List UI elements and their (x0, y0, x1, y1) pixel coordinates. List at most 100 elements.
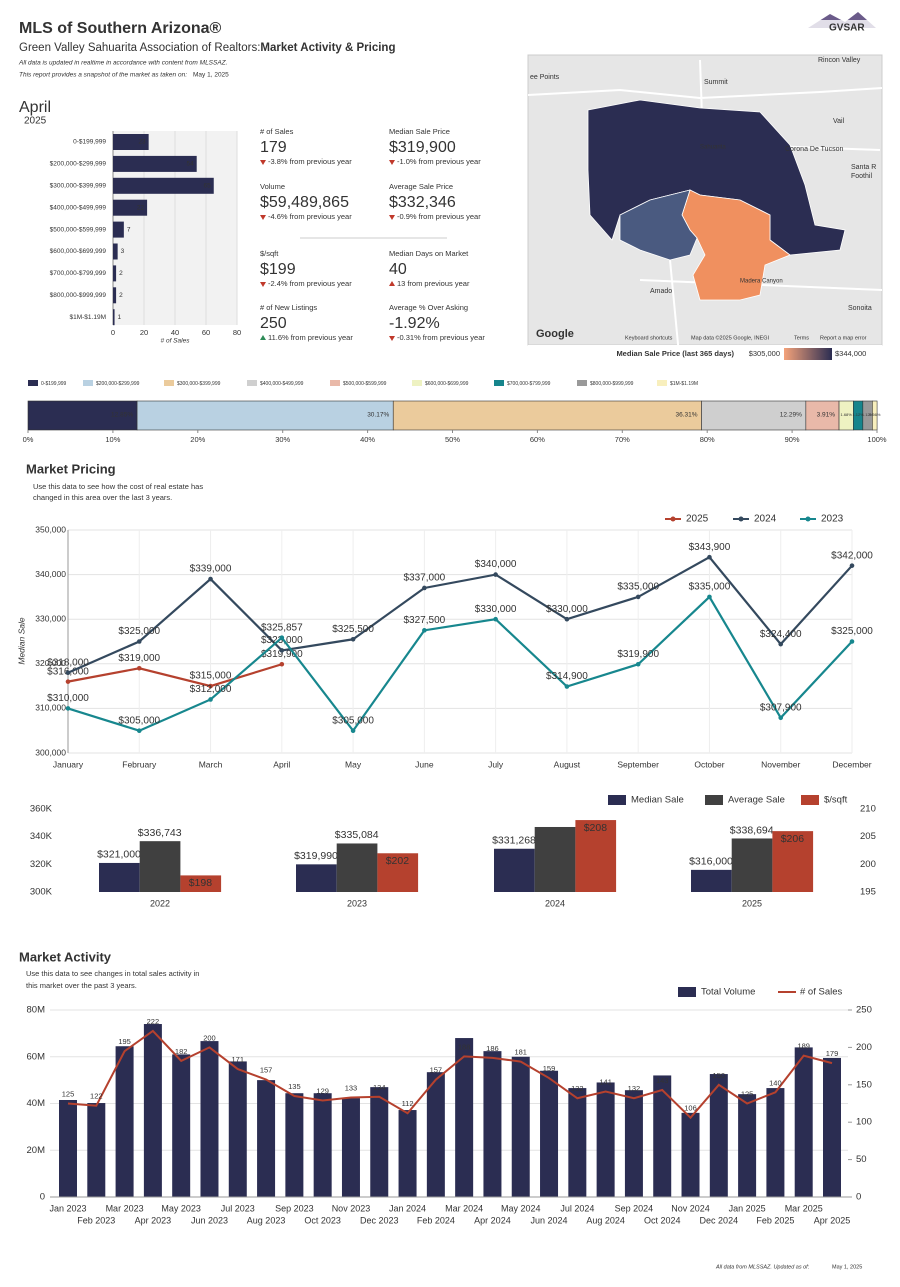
y-tick-label: 350,000 (35, 524, 66, 534)
data-label: 133 (345, 1084, 358, 1093)
x-tick-label: July (488, 759, 504, 769)
y-tick-label: 340,000 (35, 569, 66, 579)
x-tick-label: Aug 2023 (247, 1215, 286, 1225)
point (635, 594, 641, 600)
bar (624, 1090, 643, 1197)
data-label: $206 (781, 833, 805, 845)
subtitle: Green Valley Sahuarita Association of Re… (19, 42, 260, 54)
data-label: 0.56% (869, 412, 881, 417)
bar (426, 1072, 445, 1197)
section-desc: Use this data to see how the cost of rea… (33, 482, 203, 491)
logo: GVSAR (800, 12, 876, 34)
x-tick-label: March (199, 759, 223, 769)
x-tick-label: Jul 2023 (221, 1203, 255, 1213)
stat-suffix: from previous year (423, 333, 486, 342)
data-label: 222 (147, 1017, 160, 1026)
bar (257, 1080, 276, 1197)
x-tick-label: 0 (111, 328, 115, 337)
data-label: 125 (62, 1089, 75, 1098)
data-label: $305,000 (118, 715, 160, 726)
x-tick-label: Dec 2023 (360, 1215, 399, 1225)
stat-change: -2.4% (268, 279, 288, 288)
stat-label: Median Days on Market (389, 249, 469, 258)
x-tick-label: Mar 2024 (445, 1203, 483, 1213)
series-line (67, 663, 283, 688)
data-label: 188 (458, 1042, 471, 1051)
data-label: $339,000 (190, 564, 232, 575)
y2-tick-label: 205 (860, 831, 876, 842)
x-axis-label: # of Sales (161, 338, 191, 345)
legend-swatch (83, 380, 93, 386)
x-tick-label: Apr 2024 (474, 1215, 511, 1225)
point (707, 554, 712, 560)
bar (113, 309, 115, 326)
y-tick-label: 300,000 (35, 747, 66, 757)
bar (709, 1074, 728, 1197)
y-tick-label: 320K (30, 859, 53, 870)
bar (511, 1056, 530, 1197)
data-label: 106 (684, 1104, 697, 1113)
data-label: $319,900 (617, 649, 659, 660)
map-label: Rincon Valley (818, 57, 861, 64)
legend-swatch (412, 380, 422, 386)
map: ee Points Summit Rincon Valley Vail Coro… (527, 54, 883, 366)
x-tick-label: Apr 2023 (135, 1215, 172, 1225)
y-tick-label: 20M (27, 1145, 46, 1156)
stat-change: 13 (397, 279, 405, 288)
data-label: 23 (138, 139, 146, 146)
x-tick-label: April (273, 759, 290, 769)
bar (731, 838, 773, 892)
bar (113, 265, 117, 282)
data-label: $343,900 (689, 542, 731, 553)
logo-text: GVSAR (829, 23, 865, 34)
data-label: 3.91% (817, 412, 836, 419)
map-label: Sahuarita (700, 145, 726, 151)
stat-suffix: from previous year (291, 333, 354, 342)
bar (568, 1088, 587, 1197)
y-tick-label: $800,000-$999,999 (50, 292, 107, 299)
bar (681, 1112, 700, 1197)
stat-arrow (260, 335, 266, 340)
data-label: 159 (543, 1064, 556, 1073)
stat-label: Average Sale Price (389, 182, 453, 191)
section-desc: Use this data to see changes in total sa… (26, 969, 199, 978)
legend-label: $400,000-$499,999 (260, 381, 304, 387)
map-footer: Terms (794, 335, 809, 341)
bar (575, 820, 617, 892)
stat-arrow (389, 215, 395, 220)
legend-swatch (705, 795, 723, 805)
point (778, 641, 784, 647)
data-label: 141 (599, 1078, 612, 1087)
map-label: Vail (833, 118, 845, 125)
data-label: $335,000 (689, 582, 731, 593)
stat-suffix: from previous year (290, 279, 353, 288)
stat-value: $319,900 (389, 139, 456, 156)
x-tick-label: Jan 2024 (389, 1203, 426, 1213)
stat-arrow (260, 160, 266, 165)
data-label: 54 (186, 161, 194, 168)
x-tick-label: 40% (360, 435, 375, 444)
point (849, 563, 855, 568)
map-label: ee Points (530, 74, 560, 81)
data-label: $327,500 (404, 615, 446, 626)
x-tick-label: Mar 2023 (106, 1203, 144, 1213)
bar (113, 199, 148, 216)
data-label: 143 (656, 1076, 669, 1085)
map-footer: Report a map error (820, 335, 867, 341)
point (136, 639, 142, 644)
data-label: 134 (373, 1083, 386, 1092)
bar (540, 1070, 559, 1197)
bar (143, 1024, 162, 1197)
x-tick-label: May 2024 (501, 1203, 541, 1213)
y-tick-label: $600,000-$699,999 (50, 248, 107, 255)
legend-swatch (494, 380, 504, 386)
x-tick-label: 20% (190, 435, 205, 444)
data-label: 179 (826, 1049, 839, 1058)
x-tick-label: Aug 2024 (586, 1215, 625, 1225)
data-label: $331,268 (492, 835, 536, 847)
year: 2025 (24, 116, 47, 127)
bar (113, 134, 149, 150)
bar (483, 1051, 502, 1197)
bar (494, 848, 535, 892)
map-label: Corona De Tucson (785, 146, 843, 153)
